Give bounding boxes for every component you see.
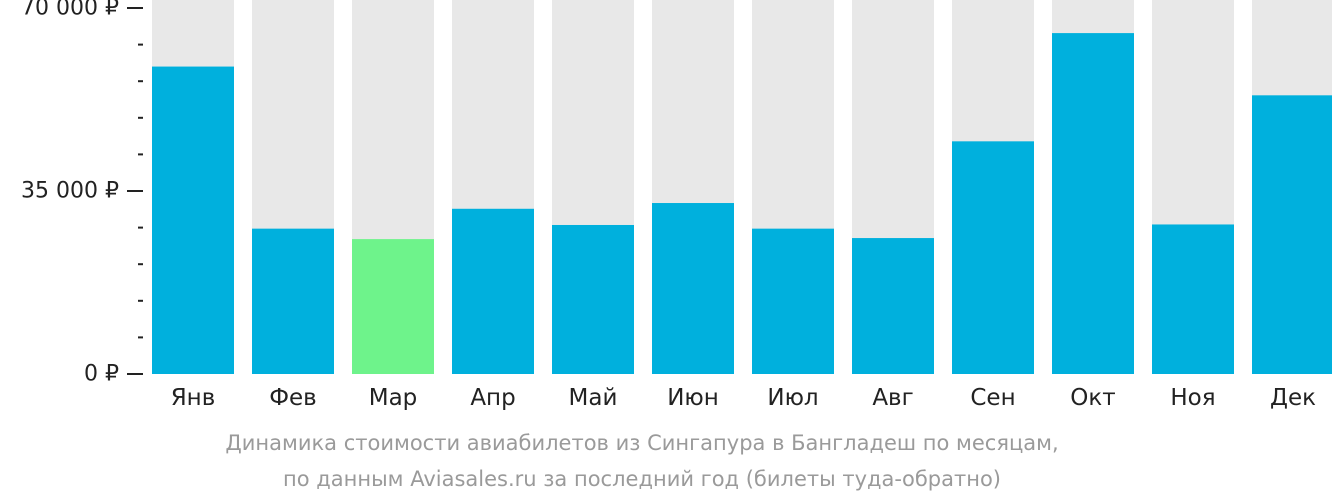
x-tick-label: Ноя [1170,385,1215,411]
x-tick-label: Июн [667,385,719,411]
bar [1152,224,1234,374]
x-tick-label: Дек [1270,385,1316,411]
x-tick-label: Янв [171,385,216,411]
bar [152,66,234,374]
x-tick-label: Мар [369,385,418,411]
bar [652,203,734,374]
bar [1252,95,1332,375]
x-tick-label: Июл [767,385,818,411]
x-tick-label: Фев [269,385,317,411]
bar [852,238,934,374]
bar [952,141,1034,374]
bar [552,224,634,374]
x-tick-label: Сен [970,385,1015,411]
chart-caption-line-1: Динамика стоимости авиабилетов из Сингап… [225,431,1059,455]
bar [1052,33,1134,375]
bar [752,228,834,374]
y-tick-label: 35 000 ₽ [21,179,119,204]
x-tick-label: Апр [470,385,515,411]
bar [452,208,534,374]
x-tick-label: Окт [1070,385,1115,411]
bar [252,228,334,374]
x-tick-label: Май [569,385,618,411]
price-bar-chart: 0 ₽ 35 000 ₽ 70 000 ₽ Янв Фев Мар Апр Май Июн Июл… [21,0,1332,411]
chart-caption-line-2: по данным Aviasales.ru за последний год … [283,467,1001,491]
y-tick-label: 0 ₽ [84,362,119,387]
x-tick-label: Авг [872,385,913,411]
y-tick-label: 70 000 ₽ [21,0,119,21]
bar [352,239,434,374]
